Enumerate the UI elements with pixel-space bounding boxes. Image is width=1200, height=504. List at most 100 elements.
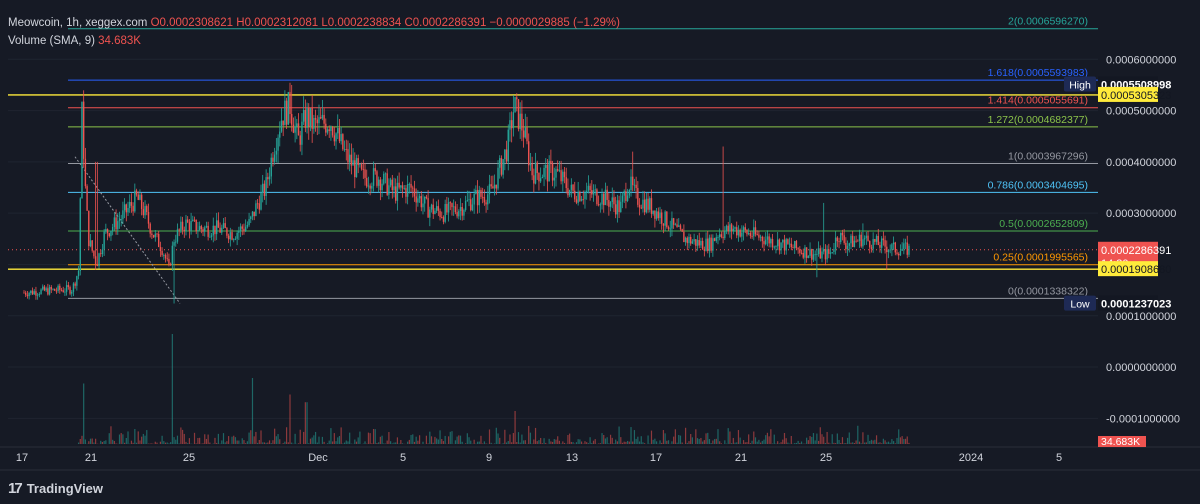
symbol-title[interactable]: Meowcoin, 1h, xeggex.com <box>8 17 148 29</box>
candle-body <box>710 237 712 251</box>
volume-bar <box>449 431 451 444</box>
candle-body <box>120 219 122 221</box>
fib-level-label: 0.5(0.0002652809) <box>999 218 1088 230</box>
candle-body <box>190 220 192 231</box>
candle-body <box>294 126 296 133</box>
candle-body <box>113 217 116 228</box>
candle-body <box>840 232 842 243</box>
volume-bar <box>835 443 837 444</box>
volume-bar <box>349 432 351 444</box>
candle-body <box>149 223 151 234</box>
candle-body <box>272 157 274 162</box>
candle-body <box>234 238 237 240</box>
candle-body <box>628 190 631 196</box>
ohlc-high: H0.0002312081 <box>236 17 319 29</box>
candle-body <box>217 220 220 228</box>
candle-body <box>483 197 486 203</box>
volume-bar <box>221 440 223 444</box>
volume-bar <box>655 441 658 444</box>
candle-body <box>490 184 492 187</box>
volume-bar <box>207 434 209 444</box>
volume-bar <box>575 442 578 444</box>
volume-bar <box>304 402 306 444</box>
candle-body <box>528 141 530 166</box>
x-tick-label: 21 <box>85 452 97 464</box>
volume-bar <box>592 440 595 444</box>
candle-body <box>638 204 641 208</box>
candle-body <box>65 285 68 292</box>
candle-body <box>355 158 358 178</box>
volume-bar <box>673 436 675 444</box>
candle-body <box>446 203 448 213</box>
volume-bar <box>514 411 516 444</box>
volume-bar <box>265 442 267 444</box>
candle-body <box>72 283 75 292</box>
time-axis: 17 21 25 Dec 5 9 13 17 21 25 2024 5 <box>0 446 1200 471</box>
candle-body <box>342 134 344 150</box>
candle-body <box>130 202 133 206</box>
volume-bar <box>345 440 347 444</box>
volume-bar <box>465 443 467 444</box>
volume-bar <box>122 434 124 444</box>
candle-body <box>67 285 70 288</box>
volume-bar <box>516 442 518 444</box>
candle-body <box>379 179 382 191</box>
volume-axis-box <box>1098 436 1146 447</box>
volume-bar <box>555 439 557 444</box>
volume-bar <box>297 443 300 444</box>
candle-body <box>233 239 235 241</box>
volume-bar <box>335 441 337 444</box>
volume-bar <box>536 441 538 444</box>
volume-bar <box>826 431 828 444</box>
candle-body <box>202 229 204 232</box>
candle-body <box>691 241 694 244</box>
volume-bar <box>142 433 144 444</box>
candle-body <box>163 254 165 256</box>
volume-bar <box>444 435 446 444</box>
volume-bar <box>874 439 876 444</box>
volume-bar <box>517 432 520 444</box>
tradingview-brand[interactable]: 17 TradingView <box>8 480 103 497</box>
x-tick-label: 25 <box>183 452 195 464</box>
volume-bar <box>512 433 514 444</box>
candle-body <box>422 203 424 208</box>
volume-indicator-value: 34.683K <box>98 35 141 47</box>
candle-body <box>318 117 320 124</box>
candle-body <box>432 204 434 214</box>
candle-body <box>96 264 99 267</box>
candle-body <box>231 232 233 240</box>
candle-body <box>516 97 518 100</box>
candle-body <box>509 120 511 130</box>
volume-bar <box>766 432 769 444</box>
candle-body <box>352 160 354 166</box>
candle-body <box>401 185 404 189</box>
volume-bar <box>870 439 873 444</box>
candle-body <box>874 239 876 242</box>
candle-body <box>168 258 170 264</box>
volume-indicator-label[interactable]: Volume (SMA, 9) <box>8 35 95 47</box>
volume-bar <box>664 433 666 444</box>
candle-body <box>785 239 787 251</box>
volume-bar <box>630 427 632 444</box>
price-axis: 0.0006000000 0.0005000000 0.0004000000 0.00… <box>1106 54 1180 425</box>
volume-bar <box>790 435 792 444</box>
candle-body <box>82 101 85 159</box>
volume-bar <box>840 442 842 444</box>
brand-name: TradingView <box>26 481 104 496</box>
chart-legend: Meowcoin, 1h, xeggex.com O0.0002308621 H… <box>8 14 620 50</box>
volume-bar <box>429 431 431 444</box>
volume-bar <box>437 439 439 444</box>
volume-bar <box>268 440 271 444</box>
price-label-box <box>1098 261 1158 277</box>
fib-level-label: 1.414(0.0005055691) <box>988 95 1088 107</box>
candle-body <box>297 123 300 136</box>
candle-body <box>492 186 494 189</box>
volume-bar <box>869 440 871 444</box>
volume-bar <box>638 441 641 444</box>
volume-bar <box>372 429 375 444</box>
volume-bar <box>466 433 468 444</box>
candle-body <box>898 253 900 256</box>
candle-body <box>442 217 445 222</box>
volume-bar <box>175 439 177 444</box>
